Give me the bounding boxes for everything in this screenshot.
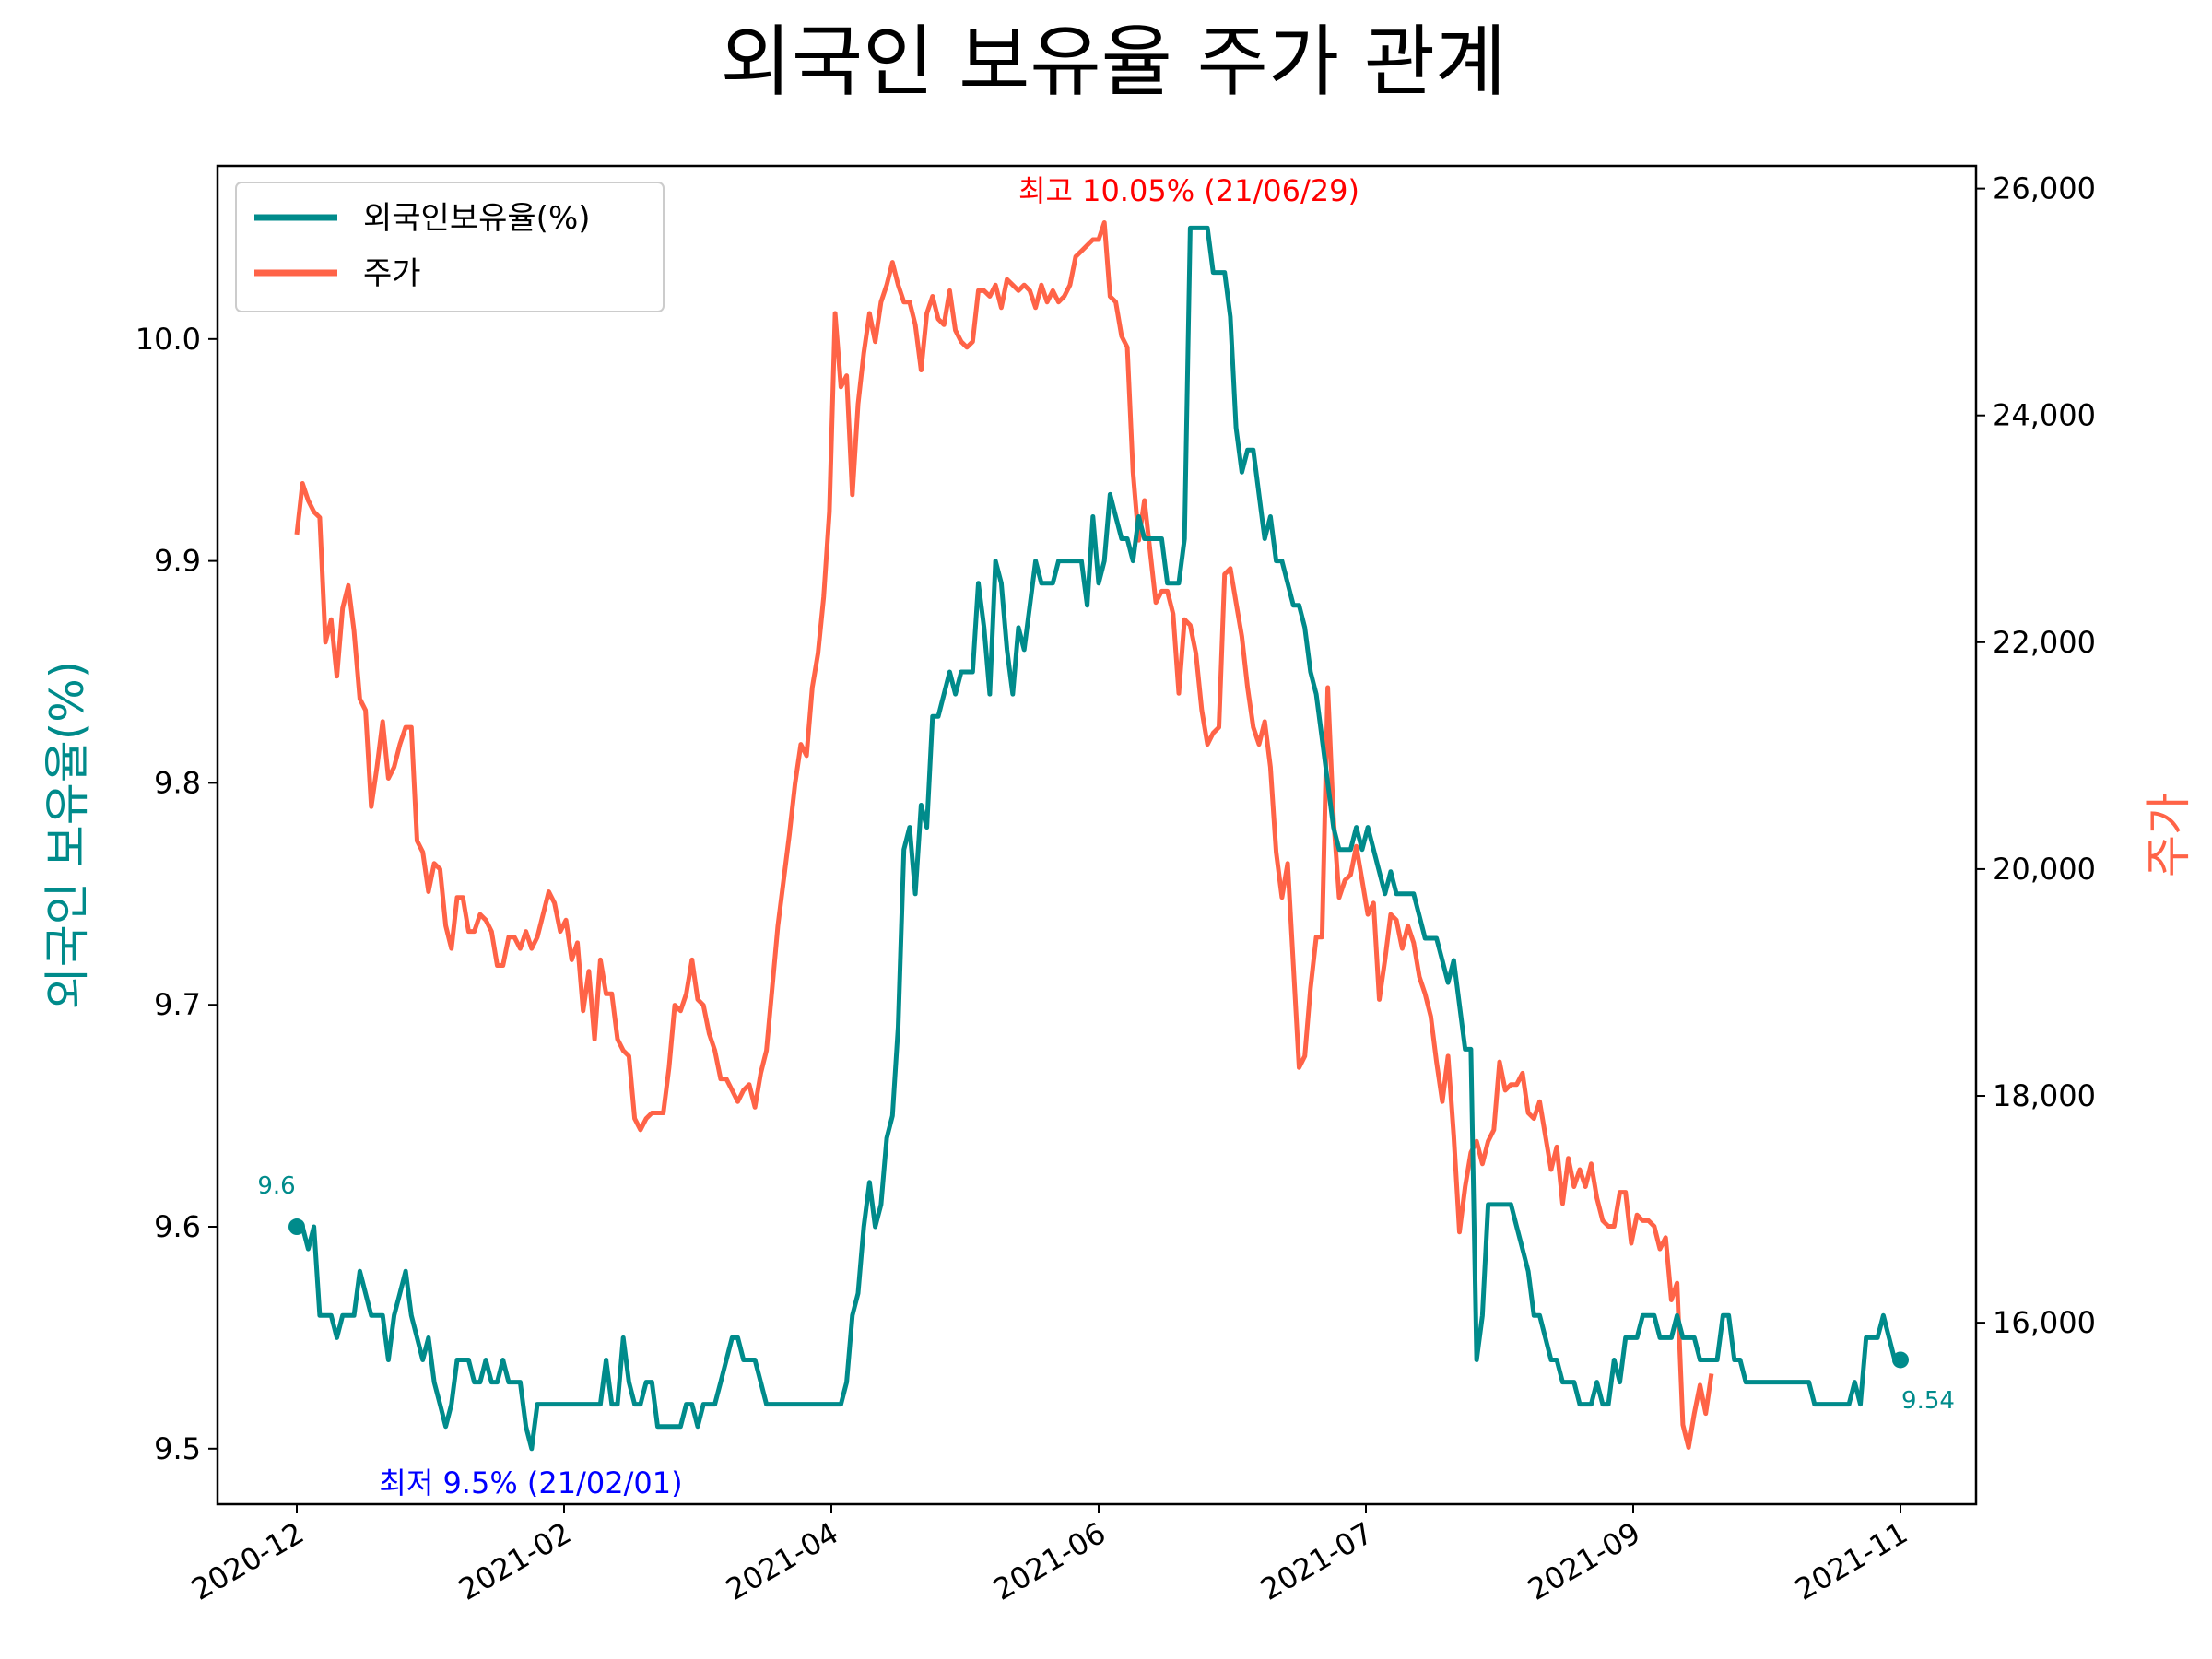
start-point-marker — [288, 1218, 305, 1236]
end-point-marker — [1892, 1351, 1909, 1369]
legend-label-holding: 외국인보유율(%) — [363, 200, 591, 237]
legend: 외국인보유율(%) 주가 — [235, 182, 665, 312]
left-tick-label: 9.8 — [154, 765, 201, 800]
series-line-price — [294, 220, 1714, 1450]
end-value-label: 9.54 — [1901, 1387, 1955, 1415]
right-axis-ticks: 16,000 18,000 20,000 22,000 24,000 26,000 — [1976, 171, 2096, 1340]
x-tick-label: 2021-07 — [1254, 1515, 1379, 1607]
plot-frame — [216, 164, 1978, 1506]
x-tick-label: 2020-12 — [185, 1515, 310, 1607]
plot-area — [288, 220, 1909, 1452]
x-axis-ticks: 2020-12 2021-02 2021-04 2021-06 2021-07 2021-… — [185, 1504, 1913, 1607]
right-tick-label: 24,000 — [1993, 398, 2096, 433]
right-tick-label: 22,000 — [1993, 625, 2096, 660]
x-tick-label: 2021-02 — [453, 1515, 577, 1607]
right-tick-label: 18,000 — [1993, 1078, 2096, 1113]
annotation-high: 최고 10.05% (21/06/29) — [1018, 173, 1359, 208]
chart-title: 외국인 보유율 주가 관계 — [721, 17, 1507, 107]
y-axis-label-left: 외국인 보유율(%) — [41, 661, 94, 1009]
x-tick-label: 2021-09 — [1522, 1515, 1646, 1607]
left-tick-label: 9.7 — [154, 987, 201, 1022]
start-value-label: 9.6 — [257, 1172, 295, 1200]
left-tick-label: 9.6 — [154, 1209, 201, 1244]
x-tick-label: 2021-11 — [1789, 1515, 1913, 1607]
legend-label-price: 주가 — [363, 255, 421, 292]
left-tick-label: 9.9 — [154, 544, 201, 579]
left-axis-ticks: 9.5 9.6 9.7 9.8 9.9 10.0 — [135, 322, 218, 1466]
x-tick-label: 2021-06 — [987, 1515, 1112, 1607]
left-tick-label: 10.0 — [135, 322, 201, 357]
series-line-holding — [297, 225, 1900, 1452]
right-tick-label: 26,000 — [1993, 171, 2096, 206]
annotation-low: 최저 9.5% (21/02/01) — [379, 1465, 682, 1500]
legend-box — [235, 182, 665, 312]
left-tick-label: 9.5 — [154, 1431, 201, 1466]
right-tick-label: 16,000 — [1993, 1305, 2096, 1340]
right-tick-label: 20,000 — [1993, 852, 2096, 887]
y-axis-label-right: 주가 — [2142, 793, 2195, 877]
x-tick-label: 2021-04 — [720, 1515, 844, 1607]
